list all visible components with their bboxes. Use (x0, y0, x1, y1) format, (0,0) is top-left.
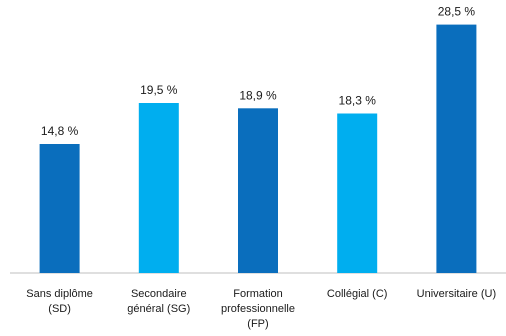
category-label-3: Collégial (C) (327, 288, 388, 300)
bar-1 (138, 103, 179, 273)
data-label-3: 18,3 % (339, 94, 377, 108)
category-label-line: Formation (233, 288, 283, 300)
bar-4 (436, 24, 477, 273)
category-label-line: professionnelle (221, 303, 295, 315)
category-label-line: Collégial (C) (327, 288, 388, 300)
category-label-line: (FP) (247, 318, 268, 330)
bar-0 (39, 144, 80, 273)
data-label-1: 19,5 % (140, 83, 178, 97)
bar-3 (337, 113, 378, 273)
category-label-line: Secondaire (131, 288, 187, 300)
data-label-0: 14,8 % (41, 124, 79, 138)
category-label-4: Universitaire (U) (417, 288, 496, 300)
category-label-2: Formation professionnelle (FP) (221, 288, 295, 330)
category-label-0: Sans diplôme (SD) (26, 288, 93, 315)
bar-2 (238, 108, 278, 273)
category-label-line: Sans diplôme (26, 288, 93, 300)
category-label-line: général (SG) (127, 303, 190, 315)
category-label-1: Secondaire général (SG) (127, 288, 190, 315)
data-label-4: 28,5 % (438, 5, 476, 19)
category-label-line: Universitaire (U) (417, 288, 496, 300)
data-label-2: 18,9 % (239, 88, 277, 102)
category-label-line: (SD) (48, 303, 71, 315)
